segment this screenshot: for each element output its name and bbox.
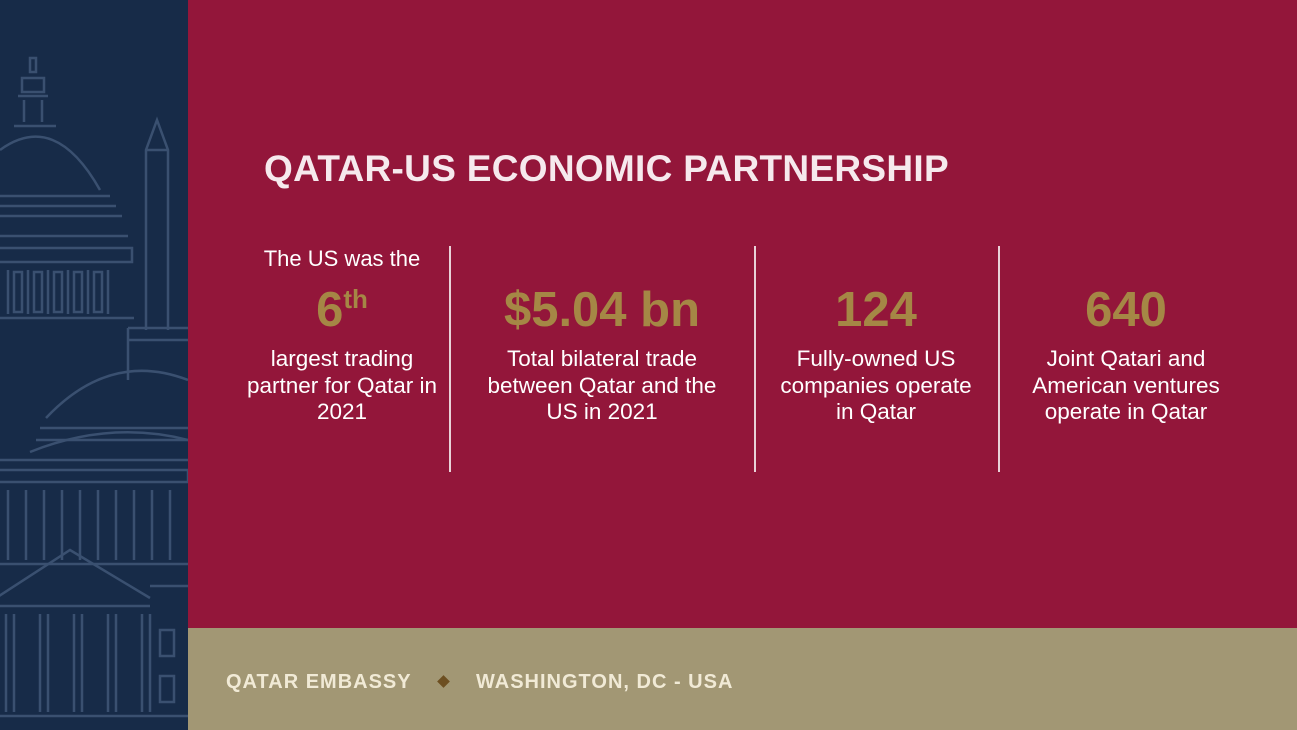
side-panel: [0, 0, 188, 730]
stat-trading-rank: The US was the 6th largest trading partn…: [244, 246, 440, 426]
divider: [449, 246, 451, 472]
divider: [998, 246, 1000, 472]
stat-value: 640: [1085, 283, 1167, 337]
footer-bar: [188, 628, 1297, 730]
main-panel: QATAR-US ECONOMIC PARTNERSHIP The US was…: [188, 0, 1297, 628]
stat-lead: [1024, 246, 1228, 282]
stat-description: largest trading partner for Qatar in 202…: [246, 346, 438, 424]
stat-lead: [774, 246, 978, 282]
stat-us-companies: 124 Fully-owned US companies operate in …: [774, 246, 978, 426]
divider: [754, 246, 756, 472]
stat-lead: The US was the: [263, 246, 421, 271]
page-title: QATAR-US ECONOMIC PARTNERSHIP: [264, 148, 949, 189]
stat-value: $5.04 bn: [503, 283, 701, 337]
stat-joint-ventures: 640 Joint Qatari and American ventures o…: [1024, 246, 1228, 426]
stat-bilateral-trade: $5.04 bn Total bilateral trade between Q…: [476, 246, 728, 426]
stat-value: 6th: [244, 282, 440, 346]
footer-location-label: WASHINGTON, DC - USA: [476, 671, 734, 693]
stat-description: Total bilateral trade between Qatar and …: [487, 346, 717, 424]
stat-lead: [476, 246, 728, 282]
stat-value-number: 6: [316, 283, 344, 337]
capitol-illustration: [0, 56, 188, 718]
stat-description: Fully-owned US companies operate in Qata…: [780, 346, 972, 424]
footer-embassy-label: QATAR EMBASSY: [226, 671, 412, 693]
stat-value-suffix: th: [343, 284, 368, 314]
stat-value: 124: [835, 283, 917, 337]
stat-description: Joint Qatari and American ventures opera…: [1032, 346, 1220, 424]
